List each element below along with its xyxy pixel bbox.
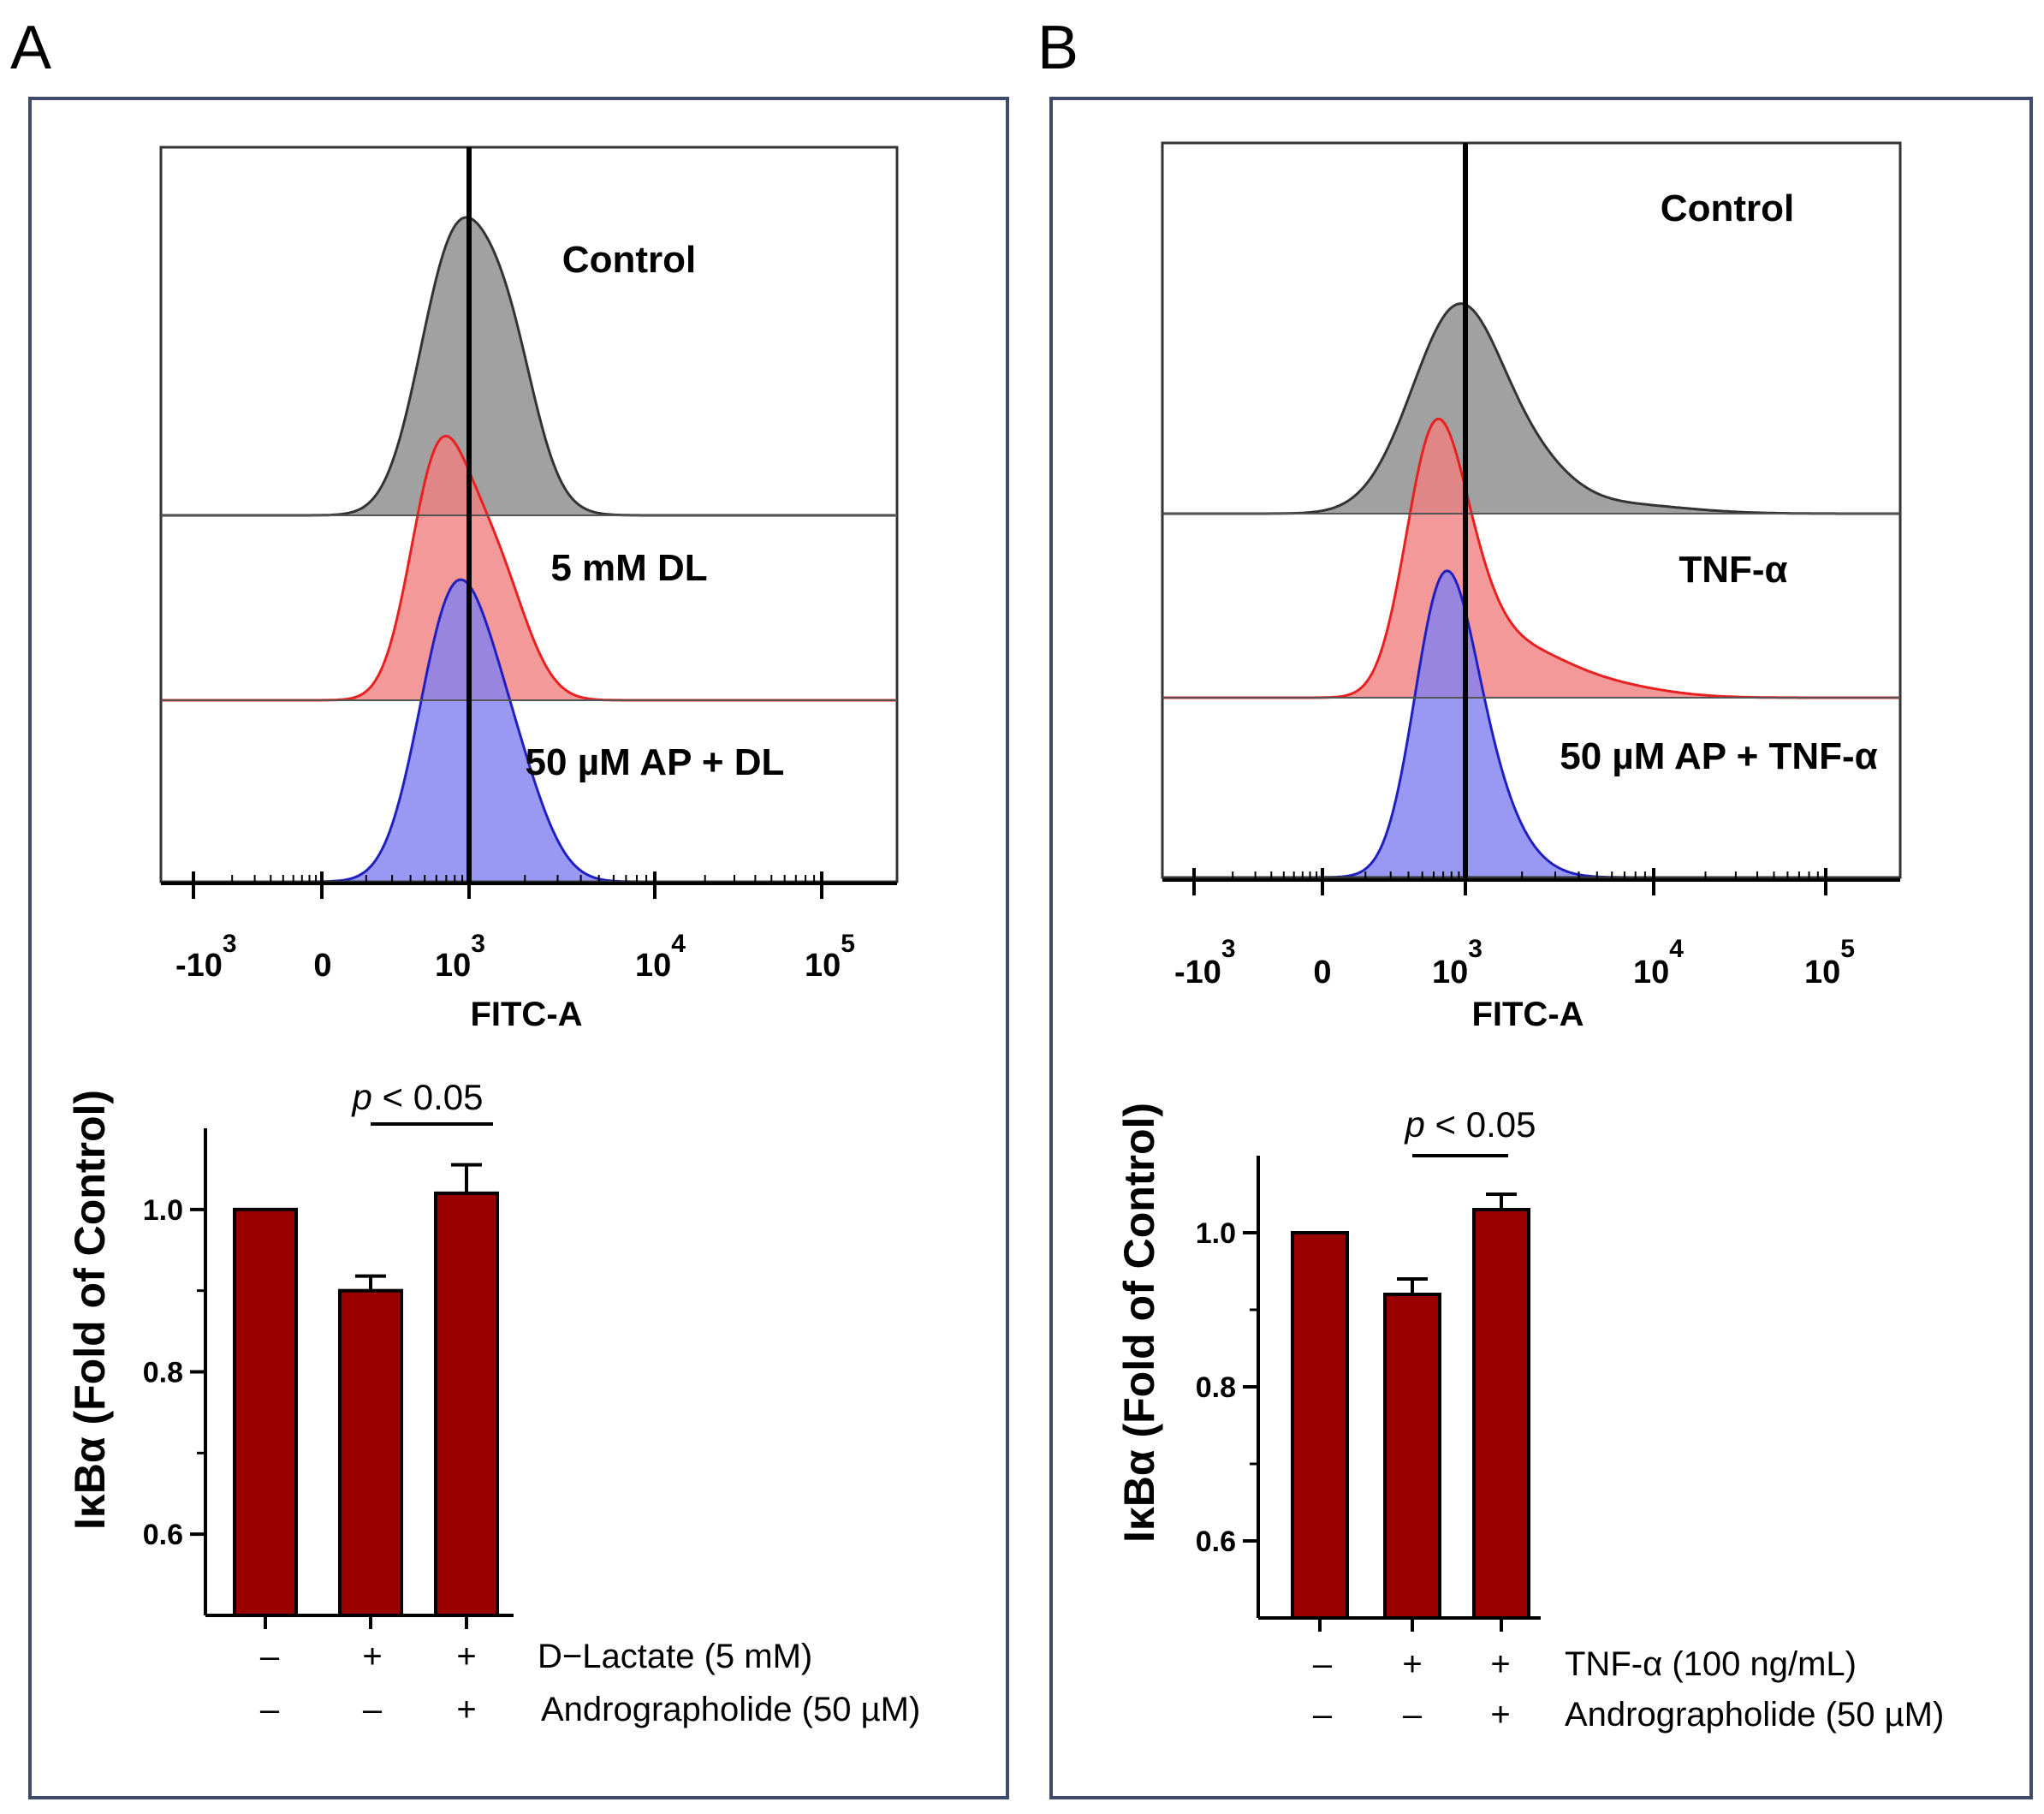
bar-chart-a-row1-sign-2: +: [362, 1638, 382, 1675]
histogram-a-tick-0: 0: [313, 948, 331, 984]
histogram-a-fill-1: [161, 436, 897, 700]
histogram-a-tick-1e4: 104: [635, 930, 686, 984]
histogram-b-tick-1e4: 104: [1633, 935, 1684, 990]
histogram-a-fill-0: [161, 217, 897, 515]
bar-chart-b-ytick-label-0: 0.6: [1196, 1526, 1236, 1558]
histogram-a-tick-1e3: 103: [435, 930, 485, 984]
panel-b-border: [1049, 97, 2033, 1799]
panel-b: B Control TNF-α 50 µM AP + TNF-α -103 0 …: [1037, 14, 2033, 1799]
histogram-b-tick-1e3: 103: [1432, 935, 1482, 990]
bar-chart-b-bar-2: [1472, 1208, 1530, 1620]
histogram-b-label-ap-tnf: 50 µM AP + TNF-α: [1560, 735, 1877, 777]
histogram-a-label-ap-dl: 50 µM AP + DL: [526, 741, 785, 783]
bar-chart-a-ylabel: IκBα (Fold of Control): [66, 1090, 114, 1530]
panel-b-letter: B: [1037, 14, 1078, 82]
panel-a-letter: A: [10, 14, 51, 82]
histogram-b-xlabel: FITC-A: [1471, 996, 1584, 1033]
panel-a: A Control 5 mM DL 50 µM AP + DL -103 0 1…: [10, 14, 1009, 1799]
bar-chart-b-row1-label: TNF-α (100 ng/mL): [1565, 1645, 1857, 1683]
bar-chart-a-pvalue: p < 0.05: [351, 1077, 484, 1117]
histogram-b-tick-1e5: 105: [1804, 935, 1855, 990]
bar-chart-b-row2-sign-2: –: [1403, 1696, 1423, 1734]
bar-chart-a-row1-label: D−Lactate (5 mM): [538, 1638, 812, 1675]
bar-chart-a-bar-0: [233, 1207, 298, 1618]
bar-chart-a: 0.6 0.8 1.0 IκBα (Fold of Control) p < 0.0…: [66, 1077, 920, 1728]
bar-chart-a-row1-sign-1: –: [260, 1638, 280, 1675]
bar-chart-b-row1-sign-3: +: [1490, 1645, 1510, 1683]
bar-chart-a-ytick-label-1: 0.8: [143, 1357, 183, 1389]
histogram-b: Control TNF-α 50 µM AP + TNF-α -103 0 10…: [1161, 141, 1902, 1033]
bar-chart-b: 0.6 0.8 1.0 IκBα (Fold of Control) p < 0.0…: [1115, 1103, 1944, 1734]
bar-chart-a-row2-label: Andrographolide (50 µM): [541, 1691, 920, 1728]
histogram-a-tick-labels: -103 0 103 104 105: [175, 930, 855, 984]
histogram-b-frame: [1161, 141, 1902, 879]
bar-chart-b-row2-label: Andrographolide (50 µM): [1565, 1696, 1944, 1734]
histogram-b-curve-2: [1162, 569, 1899, 879]
histogram-b-tick-neg1e3: -103: [1174, 935, 1236, 990]
histogram-b-fill-0: [1162, 303, 1900, 514]
histogram-a-xlabel: FITC-A: [470, 996, 582, 1033]
bar-chart-b-ylabel: IκBα (Fold of Control): [1115, 1103, 1163, 1543]
bar-chart-b-bar-1: [1383, 1293, 1441, 1620]
bar-chart-a-ytick-label-0: 0.6: [143, 1519, 183, 1551]
histogram-a-tick-neg1e3: -103: [175, 930, 237, 984]
bar-chart-a-row2-sign-1: –: [260, 1691, 280, 1728]
bar-chart-a-row2-sign-2: –: [363, 1691, 383, 1728]
histogram-b-fill-2: [1162, 570, 1900, 877]
histogram-b-tick-0: 0: [1313, 955, 1331, 990]
panel-a-border: [28, 97, 1009, 1799]
bar-chart-a-bar-1: [338, 1288, 403, 1617]
bar-chart-a-row2-sign-3: +: [456, 1691, 476, 1728]
histogram-a-fill-2: [161, 580, 897, 882]
bar-chart-b-ytick-label-2: 1.0: [1196, 1217, 1236, 1250]
bar-chart-a-bar-2: [434, 1191, 499, 1618]
histogram-a: Control 5 mM DL 50 µM AP + DL -103 0 103…: [159, 146, 899, 1033]
histogram-b-tick-labels: -103 0 103 104 105: [1174, 935, 1855, 990]
histogram-a-tick-1e5: 105: [805, 930, 855, 984]
bar-chart-b-row2-sign-3: +: [1490, 1696, 1510, 1734]
histogram-a-label-dl: 5 mM DL: [550, 547, 707, 589]
bar-chart-b-row1-sign-1: –: [1313, 1645, 1333, 1683]
bar-chart-a-ytick-label-2: 1.0: [143, 1194, 183, 1227]
bar-chart-b-row2-sign-1: –: [1313, 1696, 1333, 1734]
histogram-b-label-tnf: TNF-α: [1679, 549, 1787, 591]
histogram-a-label-control: Control: [562, 239, 696, 281]
bar-chart-b-pvalue: p < 0.05: [1404, 1104, 1536, 1145]
bar-chart-b-bar-0: [1291, 1231, 1349, 1620]
bar-chart-b-ytick-label-1: 0.8: [1196, 1371, 1236, 1404]
bar-chart-b-row1-sign-2: +: [1402, 1645, 1422, 1683]
histogram-b-label-control: Control: [1661, 187, 1794, 229]
bar-chart-a-row1-sign-3: +: [456, 1638, 476, 1675]
